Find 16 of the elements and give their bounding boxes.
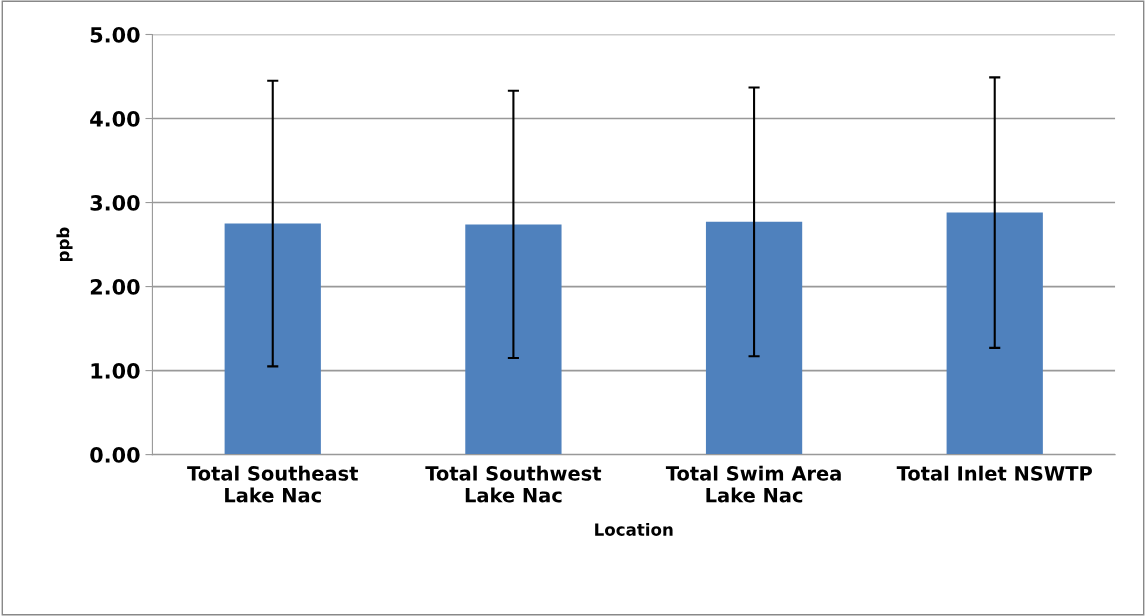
bar [224, 223, 321, 455]
x-tick-label: Total Southeast Lake Nac [187, 465, 359, 503]
bar [465, 224, 562, 455]
y-tick-label: 2.00 [90, 279, 140, 295]
x-axis-title: Location [595, 522, 673, 536]
y-tick-label: 3.00 [90, 194, 140, 211]
y-tick-label: 0.00 [90, 447, 140, 463]
y-axis-title: ppb [56, 227, 73, 262]
x-tick-label: Total Inlet NSWTP [896, 465, 1092, 481]
bar [946, 212, 1043, 455]
y-tick-label: 4.00 [90, 110, 140, 127]
bar [705, 221, 803, 455]
x-tick-label: Total Swim Area Lake Nac [665, 465, 841, 503]
y-tick-label: 1.00 [91, 363, 140, 379]
x-tick-label: Total Southwest Lake Nac [425, 465, 602, 503]
y-tick-label: 5.00 [90, 26, 140, 43]
